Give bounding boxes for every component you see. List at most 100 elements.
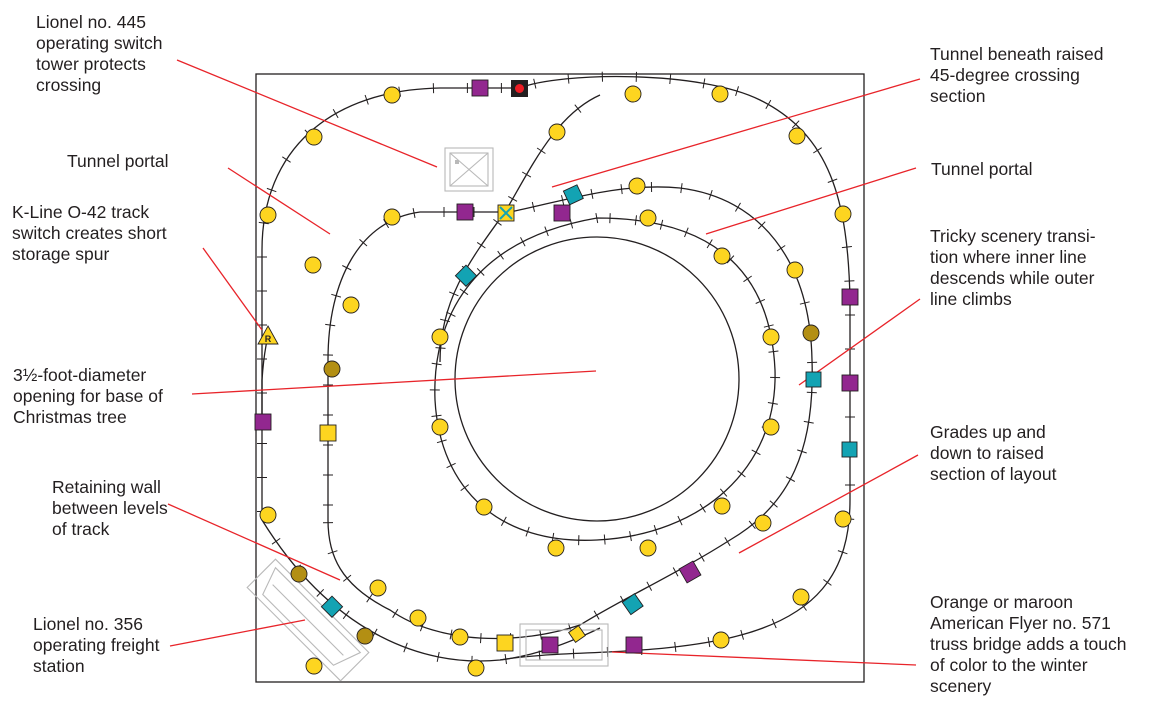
leader-tree-opening [191, 370, 597, 395]
callout-tree-opening: 3½-foot-diameter opening for base of Chr… [13, 365, 163, 427]
switch-label: R [265, 334, 272, 344]
track-tie [266, 187, 277, 193]
track-tie [734, 202, 741, 212]
track-tie [765, 99, 772, 110]
callout-kline-switch: K-Line O-42 track switch creates short s… [12, 202, 167, 264]
track-tie [684, 227, 689, 238]
yellow-marker [259, 506, 277, 524]
yellow-marker [304, 256, 322, 274]
yellow-marker [788, 127, 806, 145]
track-tie [536, 147, 546, 154]
purple-marker [678, 560, 702, 584]
track-tie [567, 73, 570, 84]
track-tie [806, 391, 817, 394]
track-tie [342, 574, 352, 582]
track-tie [497, 250, 504, 260]
switch-tower-outline [444, 147, 494, 192]
track-tie [702, 78, 706, 89]
track-tie [531, 201, 535, 212]
yellow-marker [639, 209, 657, 227]
track-tie [595, 213, 599, 224]
track-tie [680, 183, 683, 194]
track-tie [659, 219, 664, 230]
purple-marker [841, 288, 859, 306]
yellow-marker [834, 205, 852, 223]
track-tie [740, 629, 744, 640]
yellow-marker [762, 418, 780, 436]
track-tie [748, 520, 756, 530]
olive-marker [323, 360, 341, 378]
track-tie [493, 218, 502, 226]
track-tie [844, 280, 855, 282]
yellow-marker [342, 296, 360, 314]
leader-tunnel-portal-left [227, 167, 331, 235]
track-tie [763, 324, 774, 328]
track-tie [431, 414, 442, 417]
yellow-marker [369, 579, 387, 597]
track-tie [538, 650, 541, 661]
yellow-square-markers [319, 204, 586, 652]
track-tie [768, 350, 779, 353]
leader-retaining-wall [167, 503, 341, 581]
track-tie [364, 94, 369, 105]
tree-opening-circle [454, 236, 740, 522]
olive-marker [802, 324, 820, 342]
callout-tunnel-beneath: Tunnel beneath raised 45-degree crossing… [930, 44, 1104, 106]
track-tie [476, 268, 485, 276]
yellow-marker [754, 514, 772, 532]
track-tie [785, 476, 796, 482]
track-tie [366, 593, 373, 603]
track-tie [325, 323, 336, 327]
leader-scenery-transition [798, 298, 921, 386]
yellow-marker [467, 659, 485, 677]
yellow-marker [451, 628, 469, 646]
track-tie [707, 637, 711, 648]
track-tie [837, 550, 848, 555]
leader-tunnel-portal-right [705, 167, 917, 235]
crossing-track [439, 94, 601, 363]
track-tie [743, 275, 752, 283]
yellow-marker [431, 328, 449, 346]
purple-square-markers [254, 79, 859, 654]
track-tie [316, 588, 325, 597]
purple-marker [841, 374, 859, 392]
yellow-marker [711, 85, 729, 103]
yellow-square-marker [496, 634, 514, 652]
callout-freight-station: Lionel no. 356 operating freight station [33, 614, 160, 676]
olive-circle-markers [290, 324, 820, 645]
callout-scenery-transition: Tricky scenery transi- tion where inner … [930, 226, 1096, 309]
track-tie [751, 449, 761, 456]
track-tie [258, 221, 269, 225]
track-tie [525, 526, 530, 537]
leader-freight-station [169, 619, 306, 647]
leader-tunnel-beneath [551, 78, 921, 188]
track-tie [776, 245, 786, 252]
track-tie [271, 537, 281, 545]
teal-marker [841, 441, 858, 458]
callout-retaining-wall: Retaining wall between levels of track [52, 477, 168, 539]
yellow-marker [639, 539, 657, 557]
track-tie [797, 449, 807, 454]
yellow-marker [305, 128, 323, 146]
track-tie [590, 188, 594, 199]
purple-marker [456, 203, 474, 221]
track-tie [403, 642, 408, 653]
track-tie [359, 239, 368, 247]
yellow-marker [786, 261, 804, 279]
track-tie [446, 462, 456, 469]
track-tie [823, 579, 832, 586]
purple-marker [254, 413, 272, 431]
track-tie [331, 293, 342, 298]
track-tie [439, 318, 450, 323]
track-tie [769, 500, 778, 508]
callout-tunnel-portal-left: Tunnel portal [67, 151, 169, 171]
track-tie [342, 610, 350, 620]
track-tie [561, 195, 565, 206]
track-tie [737, 470, 746, 478]
track-tie [757, 221, 766, 230]
layout-frame [255, 73, 865, 683]
yellow-marker [383, 208, 401, 226]
yellow-marker [431, 418, 449, 436]
